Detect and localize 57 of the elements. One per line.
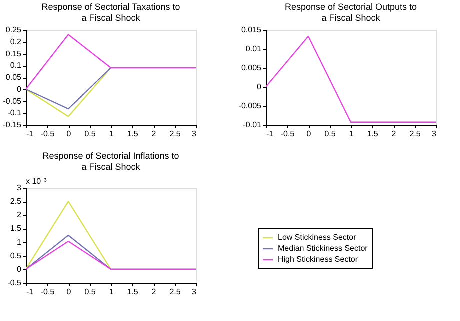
- x-tick-label: 0.5: [84, 130, 96, 138]
- y-tick-label: 0: [257, 82, 262, 92]
- legend-label: Low Stickiness Sector: [278, 233, 357, 242]
- y-tick-label: -0.1: [8, 108, 22, 118]
- y-tick-label: 0.005: [241, 64, 262, 72]
- y-tick-label: 0.15: [6, 49, 22, 58]
- x-tick-label: -0.5: [40, 130, 56, 138]
- y-tick-label: -0.005: [238, 102, 262, 110]
- y-tick-label: 0.1: [10, 61, 22, 70]
- x-tick-label: 2.5: [170, 130, 182, 138]
- x-tick-label: -1: [266, 130, 274, 138]
- y-tick-label: -0.01: [243, 120, 262, 130]
- legend-label: High Stickiness Sector: [278, 255, 358, 264]
- y-tick-label: -0.5: [8, 278, 22, 288]
- chart-title: Response of Sectorial Inflations to a Fiscal Shock: [42, 151, 180, 172]
- x-tick-label: 1: [109, 288, 114, 296]
- x-tick-label: 1.5: [127, 130, 139, 138]
- y-tick-label: 0: [17, 264, 22, 274]
- x-tick-label: 0.5: [84, 288, 96, 296]
- x-tick-label: 1.5: [127, 288, 139, 296]
- legend-label: Median Stickiness Sector: [278, 244, 368, 253]
- y-tick-label: 0.5: [10, 251, 22, 260]
- x-tick-label: 0: [66, 130, 72, 138]
- y-tick-label: 2: [17, 210, 22, 220]
- x-tick-label: 2: [392, 130, 397, 138]
- x-tick-label: -1: [26, 288, 34, 296]
- x-tick-label: 1: [349, 130, 354, 138]
- y-tick-label: 3: [17, 184, 22, 192]
- x-tick-label: -0.5: [280, 130, 296, 138]
- y-tick-label: 0.015: [241, 26, 262, 34]
- x-tick-label: 2.5: [170, 288, 182, 296]
- y-tick-label: 1: [17, 238, 22, 247]
- x-tick-label: 3: [432, 130, 438, 138]
- y-tick-label: -0.15: [3, 120, 22, 130]
- x-tick-label: 3: [192, 130, 198, 138]
- y-tick-label: 0.2: [10, 37, 22, 46]
- chart-title: Response of Sectorial Outputs to a Fiscal Shock: [284, 2, 418, 23]
- x-tick-label: 0: [306, 130, 312, 138]
- x-tick-label: 3: [192, 288, 198, 296]
- y-tick-label: 0.25: [6, 26, 22, 34]
- x-tick-label: 1.5: [367, 130, 379, 138]
- x-tick-label: 1: [109, 130, 114, 138]
- y-tick-label: -0.05: [3, 96, 22, 106]
- y-tick-label: 0.01: [246, 44, 262, 54]
- y-tick-label: 1.5: [10, 224, 22, 234]
- x-tick-label: -1: [26, 130, 34, 138]
- x-tick-label: 2.5: [410, 130, 422, 138]
- y-tick-label: 0.05: [6, 73, 22, 82]
- text: x 10⁻³: [26, 177, 48, 186]
- y-tick-label: 2.5: [10, 197, 22, 206]
- x-tick-label: 2: [152, 288, 157, 296]
- x-tick-label: 0.5: [324, 130, 336, 138]
- x-tick-label: 2: [152, 130, 157, 138]
- x-tick-label: -0.5: [40, 288, 56, 296]
- chart-title: Response of Sectorial Taxations to a Fiscal Shock: [42, 2, 180, 23]
- y-tick-label: 0: [17, 84, 22, 94]
- x-tick-label: 0: [66, 288, 72, 296]
